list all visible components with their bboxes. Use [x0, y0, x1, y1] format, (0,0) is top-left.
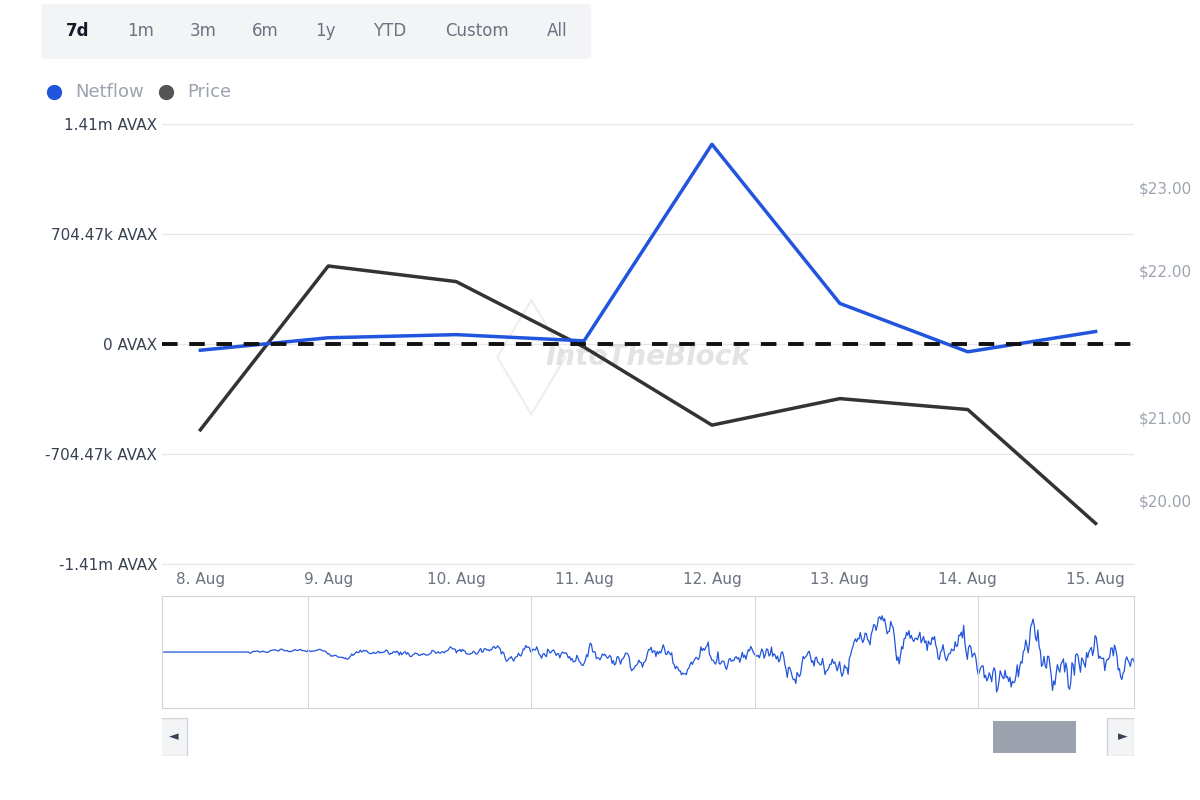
Text: 6m: 6m	[252, 22, 278, 40]
FancyBboxPatch shape	[167, 5, 239, 58]
FancyBboxPatch shape	[421, 5, 533, 58]
Text: YTD: YTD	[373, 22, 407, 40]
Text: Price: Price	[187, 83, 232, 101]
Text: 7d: 7d	[66, 22, 90, 40]
Text: ◄: ◄	[169, 730, 179, 743]
Text: All: All	[546, 22, 568, 40]
FancyBboxPatch shape	[229, 5, 301, 58]
Text: ►: ►	[1117, 730, 1127, 743]
Text: IntoTheBlock: IntoTheBlock	[546, 343, 750, 371]
FancyBboxPatch shape	[523, 5, 590, 58]
FancyBboxPatch shape	[42, 5, 114, 58]
FancyBboxPatch shape	[292, 5, 359, 58]
Text: Netflow: Netflow	[76, 83, 144, 101]
Text: Custom: Custom	[445, 22, 509, 40]
FancyBboxPatch shape	[349, 5, 431, 58]
Text: 1m: 1m	[127, 22, 154, 40]
Text: 3m: 3m	[190, 22, 216, 40]
Text: 1y: 1y	[314, 22, 336, 40]
FancyBboxPatch shape	[104, 5, 176, 58]
Bar	[994, 721, 1075, 753]
FancyBboxPatch shape	[1106, 718, 1134, 756]
FancyBboxPatch shape	[160, 718, 187, 756]
